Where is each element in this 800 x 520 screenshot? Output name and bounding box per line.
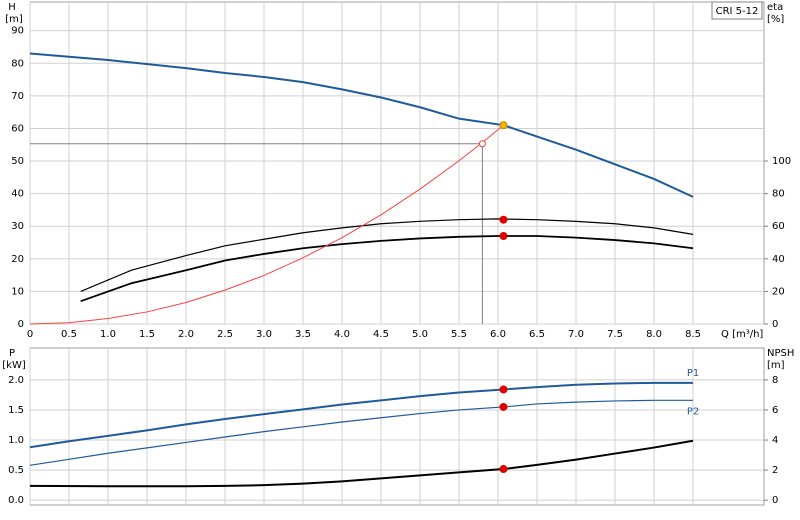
y-axis-unit: [kW] [2,360,26,371]
y2-axis-label: NPSH [767,348,794,359]
marker [499,385,508,394]
x-tick-label: 7.0 [568,329,584,340]
badge: CRI 5-12 [716,6,759,17]
y2-axis-unit: [%] [767,14,784,25]
marker [499,402,508,411]
y-axis-unit: [m] [5,14,23,25]
y2-axis-label: eta [767,2,783,13]
y-axis-label: P [9,348,15,359]
curve [29,399,694,466]
y2-tick-label: 60 [772,221,785,232]
y2-tick-label: 80 [772,189,785,200]
curve [80,235,694,303]
y-tick-label: 50 [11,156,24,167]
y-tick-label: 10 [11,286,24,297]
marker [478,140,486,148]
x-tick-label: 1.0 [100,329,116,340]
y2-tick-label: 2 [772,465,778,476]
x-tick-label: 7.5 [607,329,623,340]
y2-tick-label: 100 [772,156,791,167]
y-tick-label: 0.0 [8,495,24,506]
x-tick-label: 4.0 [334,329,350,340]
y-tick-label: 1.5 [8,405,24,416]
marker [499,465,508,474]
plot-area [29,1,765,325]
marker [499,215,508,224]
marker [499,232,508,241]
y2-tick-label: 20 [772,286,785,297]
x-tick-label: 3.0 [256,329,272,340]
curve [29,124,504,325]
x-tick-label: 8.0 [646,329,662,340]
x-tick-label: 5.5 [451,329,467,340]
curve [29,439,694,488]
x-tick-label: 0.5 [61,329,77,340]
y-tick-label: 80 [11,58,24,69]
y-tick-label: 70 [11,91,24,102]
y2-tick-label: 40 [772,254,785,265]
curve [29,381,694,449]
y2-tick-label: 8 [772,375,778,386]
badge-box [711,1,763,20]
curve-label: P2 [687,406,699,417]
y-tick-label: 0 [18,319,24,330]
y2-tick-label: 0 [772,319,778,330]
curve [29,52,694,198]
y-tick-label: 30 [11,221,24,232]
curve-label: P1 [687,368,699,379]
marker [499,121,508,130]
y-tick-label: 1.0 [8,435,24,446]
x-tick-label: 5.0 [412,329,428,340]
x-tick-label: 4.5 [373,329,389,340]
x-tick-label: 6.0 [490,329,506,340]
y2-tick-label: 4 [772,435,778,446]
y2-tick-label: 0 [772,495,778,506]
y-tick-label: 90 [11,26,24,37]
x-tick-label: 1.5 [139,329,155,340]
y-axis-label: H [8,2,16,13]
y2-tick-label: 6 [772,405,778,416]
y-tick-label: 20 [11,254,24,265]
y-tick-label: 40 [11,189,24,200]
y-tick-label: 0.5 [8,465,24,476]
x-tick-label: 3.5 [295,329,311,340]
y2-axis-unit: [m] [767,360,785,371]
x-axis-label: Q [m³/h] [721,329,763,340]
y-tick-label: 60 [11,123,24,134]
x-tick-label: 0 [27,329,33,340]
x-tick-label: 2.5 [217,329,233,340]
y-tick-label: 2.0 [8,375,24,386]
curve [80,218,694,292]
x-tick-label: 8.5 [685,329,701,340]
x-tick-label: 2.0 [178,329,194,340]
x-tick-label: 6.5 [529,329,545,340]
